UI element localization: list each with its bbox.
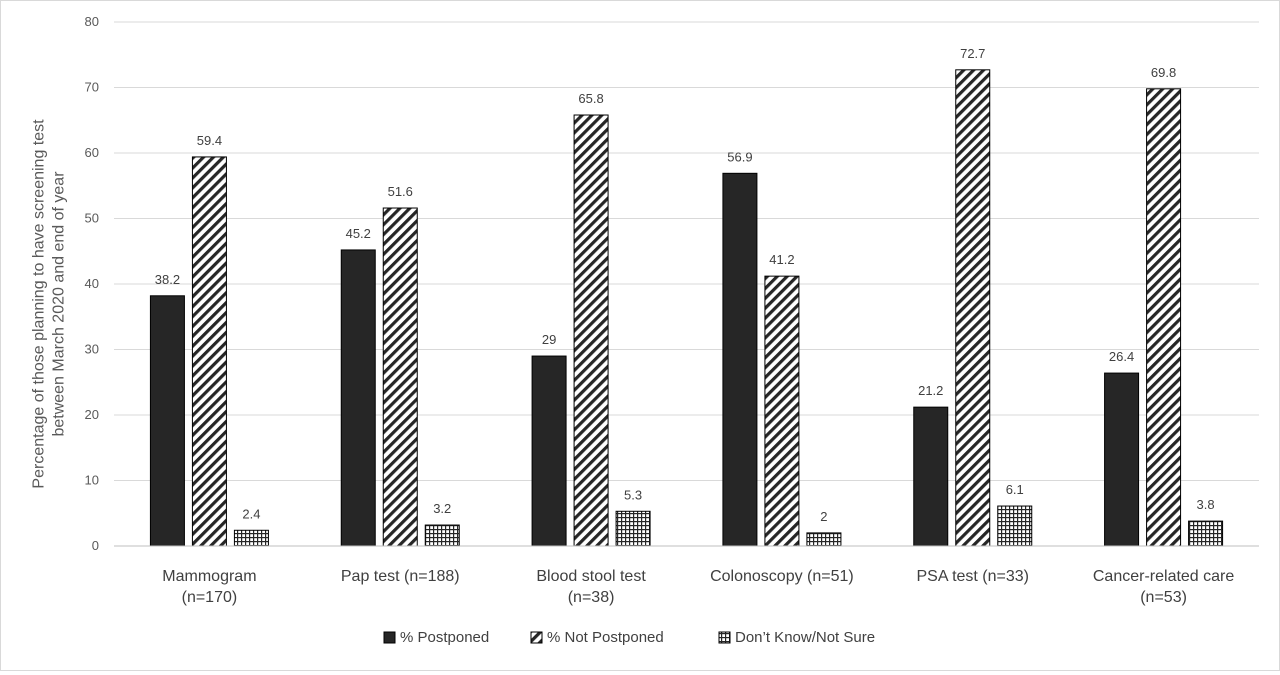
bar bbox=[1104, 372, 1140, 547]
gridlines bbox=[114, 21, 1259, 481]
category-label: Colonoscopy (n=51) bbox=[710, 568, 854, 585]
y-tick-label: 10 bbox=[85, 473, 99, 488]
data-label: 3.8 bbox=[1197, 497, 1215, 512]
bar bbox=[913, 406, 949, 547]
bar bbox=[764, 275, 800, 547]
data-label: 41.2 bbox=[769, 252, 794, 267]
y-axis-ticks: 0 10 20 30 40 50 60 70 80 bbox=[85, 14, 99, 553]
bar bbox=[1146, 88, 1182, 547]
category-label: PSA test (n=33) bbox=[916, 568, 1029, 585]
category-label: Mammogram bbox=[162, 568, 256, 585]
data-label: 69.8 bbox=[1151, 65, 1176, 80]
data-label: 21.2 bbox=[918, 383, 943, 398]
data-label: 38.2 bbox=[155, 272, 180, 287]
y-tick-label: 70 bbox=[85, 80, 99, 95]
bar bbox=[615, 510, 651, 547]
bar bbox=[149, 295, 185, 547]
y-tick-label: 30 bbox=[85, 342, 99, 357]
data-label: 5.3 bbox=[624, 487, 642, 502]
legend-label: Don’t Know/Not Sure bbox=[735, 629, 875, 646]
bar bbox=[340, 249, 376, 547]
category-label: (n=38) bbox=[568, 589, 615, 606]
legend-swatch bbox=[383, 631, 396, 644]
y-tick-label: 40 bbox=[85, 276, 99, 291]
bar bbox=[1188, 520, 1224, 547]
bar bbox=[722, 172, 758, 547]
y-tick-label: 0 bbox=[92, 538, 99, 553]
data-label: 65.8 bbox=[578, 91, 603, 106]
category-labels: Mammogram (n=170) Pap test (n=188) Blood st… bbox=[162, 568, 1234, 606]
category-label: Blood stool test bbox=[536, 568, 646, 585]
data-label: 59.4 bbox=[197, 133, 222, 148]
bar bbox=[233, 529, 269, 547]
data-label: 29 bbox=[542, 332, 556, 347]
data-label: 2 bbox=[820, 509, 827, 524]
bar bbox=[424, 524, 460, 547]
legend-label: % Postponed bbox=[400, 629, 489, 646]
data-label: 56.9 bbox=[727, 149, 752, 164]
bar bbox=[191, 156, 227, 547]
y-axis-title-line: Percentage of those planning to have scr… bbox=[30, 119, 47, 489]
y-tick-label: 50 bbox=[85, 211, 99, 226]
legend-label: % Not Postponed bbox=[547, 629, 664, 646]
data-label: 45.2 bbox=[346, 226, 371, 241]
y-tick-label: 80 bbox=[85, 14, 99, 29]
data-label: 3.2 bbox=[433, 501, 451, 516]
bar bbox=[997, 505, 1033, 547]
y-axis-title-line: between March 2020 and end of year bbox=[50, 171, 67, 437]
y-tick-label: 60 bbox=[85, 145, 99, 160]
data-label: 26.4 bbox=[1109, 349, 1134, 364]
bar bbox=[531, 355, 567, 547]
data-label: 6.1 bbox=[1006, 482, 1024, 497]
y-tick-label: 20 bbox=[85, 407, 99, 422]
y-axis-title: Percentage of those planning to have scr… bbox=[30, 119, 67, 489]
bars bbox=[149, 69, 1224, 547]
bar bbox=[573, 114, 609, 547]
data-label: 51.6 bbox=[388, 184, 413, 199]
legend-swatch bbox=[718, 631, 731, 644]
bar bbox=[955, 69, 991, 547]
category-label: Cancer-related care bbox=[1093, 568, 1235, 585]
data-label: 2.4 bbox=[242, 506, 260, 521]
data-labels: 38.2 59.4 2.4 45.2 51.6 3.2 29 65.8 5.3 56.9 41.2 2… bbox=[155, 46, 1215, 524]
bar bbox=[382, 207, 418, 547]
category-label: (n=170) bbox=[182, 589, 238, 606]
category-label: (n=53) bbox=[1140, 589, 1187, 606]
bar bbox=[806, 532, 842, 547]
data-label: 72.7 bbox=[960, 46, 985, 61]
legend-swatch bbox=[530, 631, 543, 644]
category-label: Pap test (n=188) bbox=[341, 568, 460, 585]
legend: % Postponed % Not Postponed Don’t Know/Not… bbox=[383, 629, 875, 646]
